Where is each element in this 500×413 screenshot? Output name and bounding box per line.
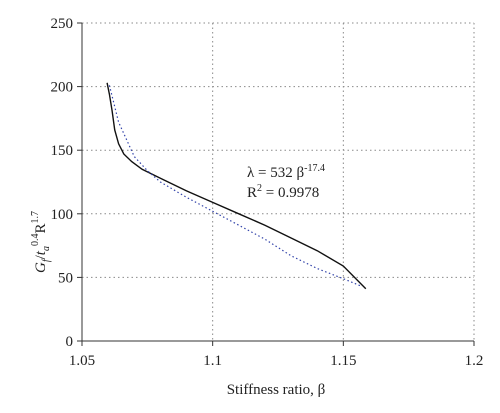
fitted-curve-line (108, 85, 362, 287)
fit-exponent: -17.4 (304, 163, 325, 174)
x-tick-label: 1.15 (330, 353, 356, 369)
x-axis-label: Stiffness ratio, β (227, 382, 326, 398)
axes (77, 22, 475, 346)
y-tick-label: 250 (51, 16, 74, 32)
tick-labels: 0 50 100 150 200 250 1.05 1.1 1.15 1.2 (51, 16, 484, 369)
y-tick-label: 200 (51, 80, 74, 96)
grid-lines (82, 22, 475, 341)
x-tick-label: 1.1 (203, 353, 222, 369)
x-tick-label: 1.05 (69, 353, 95, 369)
y-tick-label: 50 (58, 270, 73, 286)
y-tick-label: 150 (51, 143, 74, 159)
y-axis-label: Gf/ta0.4R1.7 (30, 211, 52, 273)
r-squared: R2 = 0.9978 (247, 183, 319, 201)
y-tick-label: 0 (66, 334, 74, 350)
y-tick-label: 100 (51, 207, 74, 223)
measured-data-line (106, 82, 367, 290)
series-group (106, 82, 367, 290)
x-tick-label: 1.2 (465, 353, 484, 369)
fit-equation: λ = 532 β-17.4 (247, 163, 325, 181)
r-squared-sup: 2 (257, 183, 262, 194)
